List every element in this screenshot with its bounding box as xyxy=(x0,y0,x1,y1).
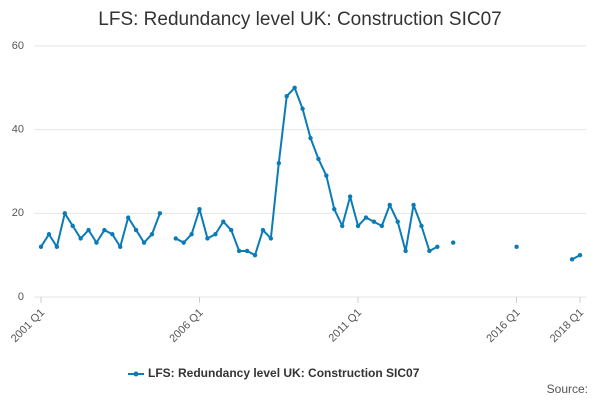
point xyxy=(514,244,519,249)
point xyxy=(395,219,400,224)
point xyxy=(268,236,274,241)
point xyxy=(450,240,456,245)
point xyxy=(324,173,329,178)
y-tick-label: 60 xyxy=(12,40,24,52)
point xyxy=(403,248,408,254)
point xyxy=(205,236,210,241)
point xyxy=(125,215,131,220)
point xyxy=(411,202,416,208)
point xyxy=(118,244,123,249)
point xyxy=(260,227,266,233)
y-tick-label: 0 xyxy=(18,291,24,303)
point xyxy=(355,223,361,229)
point xyxy=(427,248,432,254)
point xyxy=(86,227,91,233)
x-tick-label: 2001 Q1 xyxy=(9,307,47,345)
point xyxy=(371,219,377,224)
chart-title: LFS: Redundancy level UK: Construction S… xyxy=(98,9,501,30)
point xyxy=(308,135,313,141)
line xyxy=(40,86,581,261)
point xyxy=(149,232,155,237)
point xyxy=(569,257,575,262)
point xyxy=(181,240,186,245)
point xyxy=(316,156,321,162)
point xyxy=(284,94,289,99)
y-tick-label: 20 xyxy=(12,207,24,219)
x-tick-label: 2016 Q1 xyxy=(484,307,522,345)
point xyxy=(141,240,147,245)
point xyxy=(276,160,281,166)
point xyxy=(94,240,99,245)
point xyxy=(62,211,67,216)
point xyxy=(419,223,424,229)
point xyxy=(577,252,583,258)
point xyxy=(236,248,242,254)
point xyxy=(157,211,163,216)
x-tick-label: 2011 Q1 xyxy=(326,307,364,345)
point xyxy=(363,215,369,220)
point xyxy=(244,248,250,254)
point xyxy=(292,85,297,91)
point xyxy=(347,194,353,199)
point xyxy=(78,236,83,241)
point xyxy=(46,232,52,237)
point xyxy=(133,227,139,233)
point xyxy=(110,232,115,237)
point xyxy=(379,223,385,229)
point xyxy=(102,227,107,233)
point xyxy=(54,244,60,249)
x-tick-label: 2006 Q1 xyxy=(167,307,205,345)
point xyxy=(332,206,337,212)
point xyxy=(229,227,234,233)
point xyxy=(197,206,202,212)
legend-marker xyxy=(133,371,139,377)
point xyxy=(387,202,392,208)
legend-label: LFS: Redundancy level UK: Construction S… xyxy=(148,366,420,380)
point xyxy=(70,223,75,229)
point xyxy=(300,106,305,111)
point xyxy=(213,232,218,237)
point xyxy=(252,252,258,258)
x-tick-label: 2018 Q1 xyxy=(548,307,586,345)
point xyxy=(340,223,345,229)
y-tick-label: 40 xyxy=(12,124,24,136)
point xyxy=(221,219,226,224)
point xyxy=(173,236,178,241)
point xyxy=(189,232,194,237)
source: Source: xyxy=(547,382,588,396)
point xyxy=(38,244,44,249)
point xyxy=(435,244,440,249)
